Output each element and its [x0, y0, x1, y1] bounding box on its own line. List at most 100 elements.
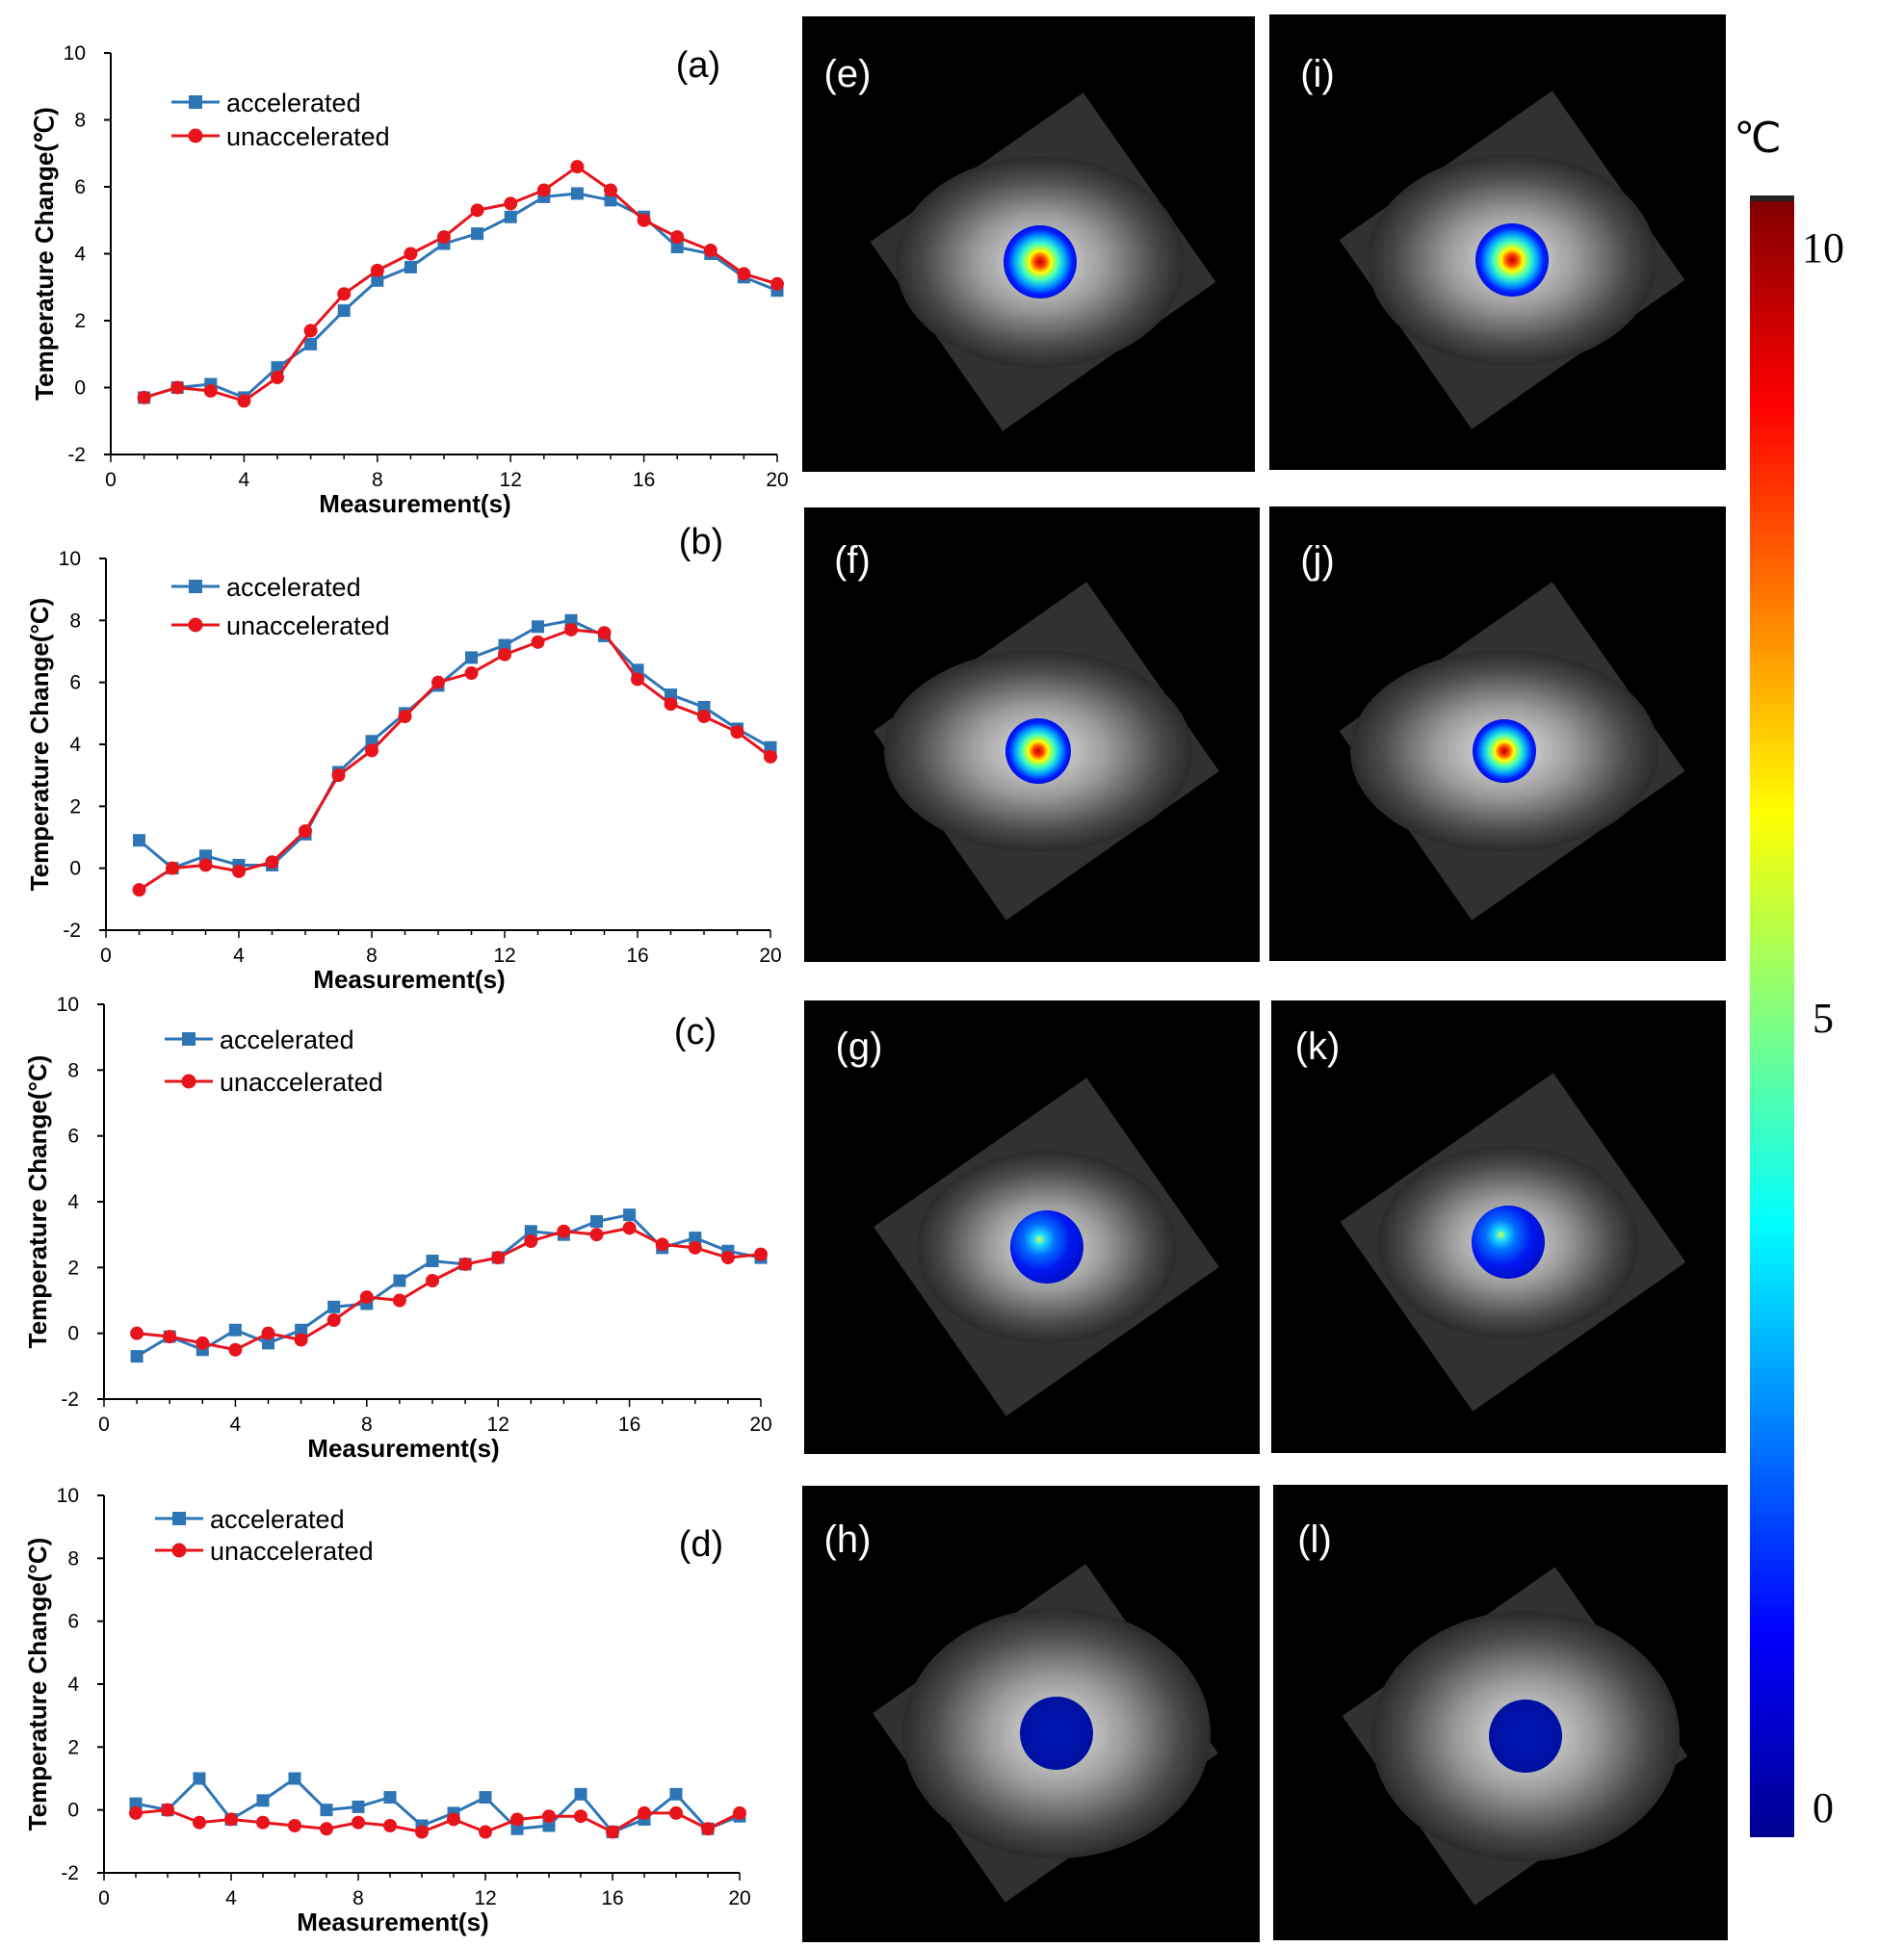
panel-label: (d) [679, 1524, 723, 1565]
x-tick-label: 8 [361, 1414, 373, 1436]
data-point-unaccelerated [589, 1228, 604, 1242]
data-point-unaccelerated [464, 666, 479, 681]
x-tick-label: 16 [633, 469, 655, 491]
data-point-accelerated [590, 1215, 603, 1228]
data-point-accelerated [271, 361, 284, 375]
y-tick-label: 10 [57, 1485, 79, 1507]
image-label: (e) [824, 53, 872, 95]
temperature-hotspot [1473, 719, 1536, 783]
x-tick-label: 8 [366, 945, 378, 967]
data-point-unaccelerated [256, 1815, 270, 1830]
data-point-unaccelerated [737, 267, 751, 281]
temperature-hotspot [1010, 1210, 1083, 1284]
images-group: (e) (f) (g) (h) (i) (j) (k) (l) [802, 14, 1728, 1942]
x-tick-label: 0 [105, 469, 117, 491]
data-point-accelerated [228, 1323, 242, 1337]
legend-label-unaccelerated: unaccelerated [210, 1537, 374, 1566]
y-tick-label: 2 [67, 1257, 79, 1279]
y-tick-label: -2 [63, 920, 81, 942]
data-point-unaccelerated [161, 1803, 174, 1817]
y-tick-label: -2 [61, 1862, 79, 1884]
x-tick-label: 8 [352, 1887, 364, 1909]
data-point-accelerated [352, 1800, 365, 1813]
y-tick-label: 4 [67, 1674, 79, 1696]
x-axis-label: Measurement(s) [297, 1908, 488, 1936]
x-tick-label: 20 [766, 469, 788, 491]
image-label: (j) [1300, 539, 1335, 582]
data-point-accelerated [471, 227, 484, 241]
data-point-unaccelerated [232, 864, 246, 878]
data-point-accelerated [133, 834, 145, 847]
data-point-unaccelerated [365, 743, 378, 758]
data-point-accelerated [504, 210, 517, 223]
y-tick-label: 10 [64, 42, 86, 65]
x-tick-label: 12 [500, 469, 522, 491]
image-label: (g) [836, 1025, 883, 1068]
x-axis-label: Measurement(s) [319, 489, 510, 518]
data-point-accelerated [426, 1255, 439, 1267]
y-tick-label: 6 [69, 672, 81, 694]
y-tick-label: 0 [67, 1800, 79, 1822]
data-point-unaccelerated [638, 1805, 651, 1820]
data-point-unaccelerated [326, 1313, 341, 1327]
data-point-unaccelerated [498, 647, 511, 662]
data-point-accelerated [193, 1772, 206, 1785]
y-tick-label: 4 [69, 734, 81, 756]
data-point-unaccelerated [431, 675, 445, 689]
y-tick-label: 8 [67, 1547, 79, 1570]
data-point-accelerated [479, 1791, 492, 1804]
y-tick-label: 4 [67, 1191, 79, 1213]
y-tick-label: 4 [74, 244, 86, 266]
x-tick-label: 8 [372, 469, 383, 491]
data-point-unaccelerated [224, 1812, 238, 1827]
data-point-accelerated [689, 1232, 702, 1245]
legend-marker-unaccelerated [188, 128, 203, 143]
legend-marker-unaccelerated [181, 1074, 196, 1089]
data-point-unaccelerated [697, 710, 711, 724]
data-point-unaccelerated [163, 1330, 177, 1344]
data-point-unaccelerated [730, 725, 744, 740]
y-axis-label: Temperature Change(°C) [23, 1055, 52, 1349]
data-point-accelerated [371, 273, 384, 287]
legend-label-unaccelerated: unaccelerated [226, 611, 390, 640]
data-point-unaccelerated [166, 861, 179, 875]
data-point-unaccelerated [479, 1825, 492, 1839]
data-point-unaccelerated [557, 1224, 571, 1238]
image-label: (l) [1297, 1519, 1332, 1561]
x-tick-label: 12 [487, 1414, 509, 1436]
y-tick-label: 2 [67, 1736, 79, 1758]
data-point-unaccelerated [688, 1240, 702, 1255]
data-point-accelerated [498, 638, 511, 652]
thermal-image-h: (h) [802, 1486, 1260, 1942]
data-point-accelerated [404, 260, 417, 273]
x-tick-label: 16 [626, 945, 648, 967]
temperature-hotspot [1472, 1206, 1545, 1279]
chart-panel-d: -2 0 2 4 6 8 10 0 4 8 12 16 20 Measurement(s) Temperat… [23, 1485, 751, 1936]
data-point-unaccelerated [669, 1805, 683, 1820]
x-tick-label: 4 [239, 469, 250, 491]
data-point-accelerated [295, 1323, 308, 1337]
data-point-unaccelerated [447, 1812, 460, 1827]
data-point-accelerated [365, 735, 378, 748]
x-tick-label: 0 [100, 945, 112, 967]
data-point-accelerated [199, 849, 212, 863]
data-point-unaccelerated [398, 710, 412, 724]
data-point-unaccelerated [458, 1257, 473, 1271]
colorbar: ℃ 10 5 0 [1734, 115, 1844, 1837]
data-point-unaccelerated [383, 1819, 397, 1832]
legend-label-unaccelerated: unaccelerated [220, 1068, 383, 1097]
data-point-unaccelerated [198, 858, 213, 872]
data-point-accelerated [510, 1822, 524, 1835]
data-point-accelerated [288, 1772, 301, 1785]
data-point-unaccelerated [655, 1237, 669, 1252]
y-tick-label: 8 [69, 610, 81, 632]
data-point-accelerated [256, 1794, 270, 1807]
data-point-unaccelerated [664, 697, 678, 712]
data-point-accelerated [327, 1300, 341, 1313]
chart-panel-a: -2 0 2 4 6 8 10 0 4 8 12 16 20 Measurement(s) Temperat… [30, 42, 789, 518]
x-tick-label: 0 [98, 1887, 110, 1909]
data-point-unaccelerated [237, 394, 251, 408]
legend-label-accelerated: accelerated [210, 1505, 345, 1534]
legend-label-accelerated: accelerated [226, 89, 361, 117]
